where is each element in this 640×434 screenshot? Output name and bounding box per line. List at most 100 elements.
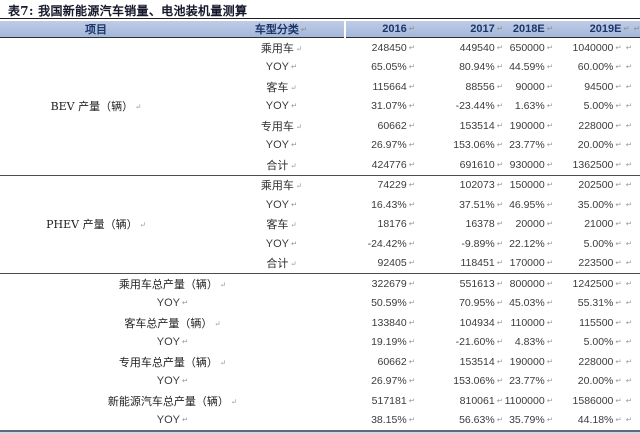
page-title: 表7: 我国新能源汽车销量、电池装机量测算 (8, 4, 248, 18)
cell-2019e: 228000 ↵ ↵ (578, 355, 632, 368)
cell-2019e: 1362500 ↵ ↵ (553, 155, 640, 176)
cell-2017: 88556 ↵ (465, 80, 504, 93)
cell-2019e: 94500 ↵ ↵ (584, 80, 632, 93)
cell-2018e: 190000 ↵ (509, 355, 553, 368)
cell-2016: 248450 ↵ (371, 41, 415, 54)
cell-2017: 102073 ↵ (459, 179, 503, 192)
cell-2016: 31.07% ↵ (371, 100, 415, 113)
table-row: YOY ↵ 31.07% ↵ -23.44% ↵ 1.63% ↵ 5.00% ↵ ↵ (0, 97, 640, 117)
cell-2016: 50.59% ↵ (371, 297, 415, 310)
row-label: YOY ↵ (265, 198, 298, 211)
cell-2016: 60662 ↵ (377, 119, 416, 132)
cell-2019e: 20.00% ↵ ↵ (577, 375, 632, 388)
cell-2018e: 22.12% ↵ (509, 237, 553, 250)
cell-2019e: 21000 ↵ ↵ (584, 218, 632, 231)
cell-2019e: 115500 ↵ ↵ (579, 316, 632, 329)
cell-2019e: 55.31% ↵ ↵ (577, 297, 632, 310)
table-row: 乘用车总产量（辆） ↵ 322679 ↵ 551613 ↵ 800000 ↵ 12425… (0, 274, 640, 294)
section-label-phev: PHEV 产量（辆） ↵ (0, 175, 192, 274)
row-label: YOY ↵ (265, 61, 298, 74)
cell-2017: 449540 ↵ (459, 41, 503, 54)
cell-2016: 517181 ↵ (371, 394, 415, 407)
table-bottom-rule (0, 430, 640, 434)
cell-2017: 153.06% ↵ (453, 139, 503, 152)
cell-2018e: 23.77% ↵ (509, 139, 553, 152)
cell-2017: 80.94% ↵ (459, 61, 503, 74)
cell-2018e: 90000 ↵ (515, 80, 554, 93)
row-label: 合计 ↵ (192, 155, 345, 176)
cell-2019e: 5.00% ↵ ↵ (583, 237, 632, 250)
cell-2018e: 4.83% ↵ (514, 336, 553, 349)
cell-2016: 322679 ↵ (371, 277, 415, 290)
cell-2017: -21.60% ↵ (455, 336, 503, 349)
row-label: YOY ↵ (265, 100, 298, 113)
table-row: 专用车总产量（辆） ↵ 60662 ↵ 153514 ↵ 190000 ↵ 228000… (0, 352, 640, 372)
cell-2018e: 110000 ↵ (510, 316, 553, 329)
cell-2017: 691610 ↵ (415, 155, 503, 176)
cell-2019e: 44.18% ↵ ↵ (577, 414, 632, 427)
table-row: 客车 ↵ 115664 ↵ 88556 ↵ 90000 ↵ 94500 ↵ ↵ (0, 77, 640, 97)
cell-2018e: 170000 ↵ (503, 253, 553, 274)
cell-2018e: 46.95% ↵ (509, 198, 553, 211)
column-header-2019e: 2019E ↵ ↵ (553, 21, 640, 38)
cell-2017: 118451 ↵ (415, 253, 503, 274)
cell-2017: 56.63% ↵ (459, 414, 503, 427)
cell-2017: 810061 ↵ (459, 394, 503, 407)
table-row: PHEV 产量（辆） ↵ 乘用车 ↵ 74229 ↵ 102073 ↵ 150000 ↵ … (0, 175, 640, 274)
column-header-2017: 2017 ↵ (415, 21, 503, 38)
cell-2018e: 45.03% ↵ (509, 297, 553, 310)
table-row: 客车总产量（辆） ↵ 133840 ↵ 104934 ↵ 110000 ↵ 115500… (0, 313, 640, 333)
table-row: 新能源汽车总产量（辆） ↵ 517181 ↵ 810061 ↵ 1100000 ↵ 15… (0, 391, 640, 411)
row-label: 专用车 ↵ (260, 119, 303, 133)
cell-2018e: 650000 ↵ (509, 41, 553, 54)
cell-2018e: 1.63% ↵ (514, 100, 553, 113)
cell-2019e: 20.00% ↵ ↵ (577, 139, 632, 152)
row-label: 客车总产量（辆） ↵ (124, 316, 221, 330)
cell-2018e: 44.59% ↵ (509, 61, 553, 74)
row-label: 客车 ↵ (266, 80, 297, 94)
cell-2017: 37.51% ↵ (459, 198, 503, 211)
row-label: YOY ↵ (265, 139, 298, 152)
cell-2016: 26.97% ↵ (371, 139, 415, 152)
cell-2016: 19.19% ↵ (371, 336, 415, 349)
cell-2017: 153.06% ↵ (453, 375, 503, 388)
cell-2017: 16378 ↵ (465, 218, 504, 231)
row-label: 专用车总产量（辆） ↵ (118, 355, 227, 369)
cell-2016: 133840 ↵ (371, 316, 415, 329)
cell-2016: 115664 ↵ (372, 80, 415, 93)
cell-2019e: 5.00% ↵ ↵ (583, 100, 632, 113)
table-title-bar: 表7: 我国新能源汽车销量、电池装机量测算 (0, 0, 640, 19)
table-row: YOY ↵ 19.19% ↵ -21.60% ↵ 4.83% ↵ 5.00% ↵ ↵ (0, 333, 640, 353)
row-label: YOY ↵ (156, 297, 189, 310)
row-label: 客车 ↵ (266, 218, 297, 232)
section-label-bev: BEV 产量（辆） ↵ (0, 37, 192, 176)
row-label: 乘用车 ↵ (260, 41, 303, 55)
cell-2019e: 1586000 ↵ ↵ (572, 394, 632, 407)
column-header-type: 车型分类 ↵ (192, 21, 345, 38)
table-row: YOY ↵ 65.05% ↵ 80.94% ↵ 44.59% ↵ 60.00% ↵ ↵ (0, 58, 640, 78)
cell-2016: 92405 ↵ (345, 253, 415, 274)
cell-2018e: 190000 ↵ (509, 119, 553, 132)
cell-2016: 26.97% ↵ (371, 375, 415, 388)
cell-2016: 65.05% ↵ (371, 61, 415, 74)
nev-production-table: 项目 车型分类 ↵ 2016 ↵ 2017 ↵ 2018E ↵ 2019E ↵ ↵ BEV … (0, 21, 640, 430)
cell-2016: 18176 ↵ (377, 218, 416, 231)
header-row: 项目 车型分类 ↵ 2016 ↵ 2017 ↵ 2018E ↵ 2019E ↵ ↵ (0, 21, 640, 38)
cell-2016: 38.15% ↵ (371, 414, 415, 427)
cell-2016: -24.42% ↵ (367, 237, 415, 250)
cell-2016: 424776 ↵ (345, 155, 415, 176)
row-label: 乘用车 ↵ (260, 179, 303, 193)
cell-2018e: 800000 ↵ (509, 277, 553, 290)
table-row: YOY ↵ 38.15% ↵ 56.63% ↵ 35.79% ↵ 44.18% ↵ ↵ (0, 411, 640, 431)
cell-2016: 60662 ↵ (377, 355, 416, 368)
cell-2017: 551613 ↵ (459, 277, 503, 290)
cell-2019e: 228000 ↵ ↵ (578, 119, 632, 132)
cell-2017: 153514 ↵ (459, 355, 503, 368)
row-label: 乘用车总产量（辆） ↵ (118, 277, 227, 291)
column-header-2016: 2016 ↵ (344, 21, 415, 38)
cell-2017: 70.95% ↵ (459, 297, 503, 310)
cell-2018e: 930000 ↵ (503, 155, 553, 176)
cell-2017: 104934 ↵ (459, 316, 503, 329)
cell-2019e: 5.00% ↵ ↵ (583, 336, 632, 349)
